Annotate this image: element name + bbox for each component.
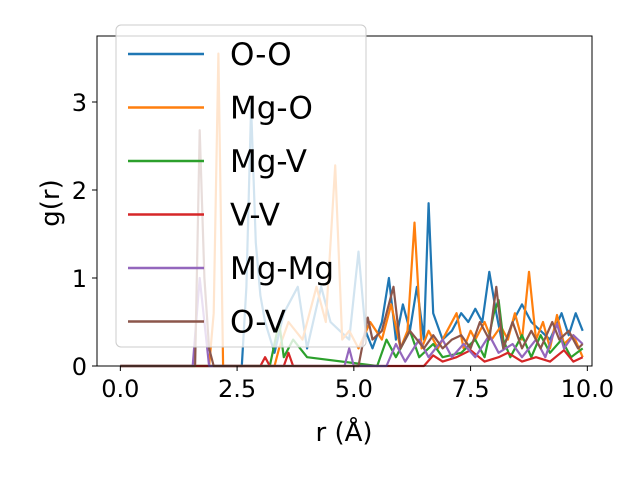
y-axis-label: g(r) — [36, 179, 66, 226]
y-tick-label: 3 — [72, 89, 87, 117]
y-tick-label: 1 — [72, 265, 87, 293]
x-tick-label: 7.5 — [451, 375, 489, 403]
legend-label: O-V — [230, 305, 286, 341]
legend-label: Mg-V — [230, 144, 307, 180]
x-tick-label: 0.0 — [101, 375, 139, 403]
x-tick-label: 5.0 — [335, 375, 373, 403]
x-axis-label: r (Å) — [315, 416, 372, 448]
legend: O-O Mg-O Mg-V V-V Mg-Mg O-V — [115, 24, 367, 348]
x-axis-ticks: 0.0 2.5 5.0 7.5 10.0 — [101, 366, 614, 403]
legend-label: V-V — [230, 198, 280, 234]
x-tick-label: 10.0 — [561, 375, 614, 403]
y-axis-ticks: 0 1 2 3 — [72, 89, 97, 381]
legend-label: Mg-O — [230, 91, 313, 127]
legend-label: O-O — [230, 37, 292, 73]
legend-box — [115, 24, 367, 348]
x-tick-label: 2.5 — [218, 375, 256, 403]
y-tick-label: 0 — [72, 353, 87, 381]
legend-label: Mg-Mg — [230, 251, 334, 287]
y-tick-label: 2 — [72, 177, 87, 205]
